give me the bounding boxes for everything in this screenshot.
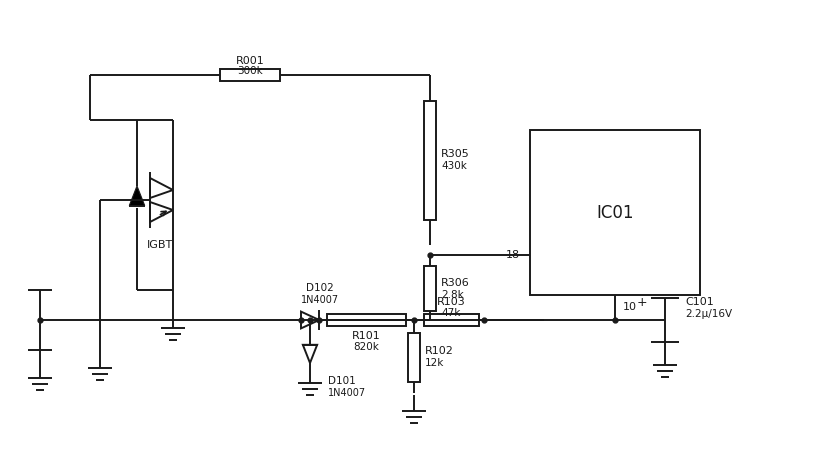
Text: 2.2μ/16V: 2.2μ/16V: [685, 309, 732, 319]
Text: D101: D101: [328, 376, 356, 386]
Text: 430k: 430k: [441, 161, 467, 171]
Text: 2.8k: 2.8k: [441, 290, 464, 300]
Text: 300k: 300k: [237, 66, 263, 76]
Bar: [408, 333, 420, 382]
Text: R306: R306: [441, 278, 470, 287]
Text: 18: 18: [506, 250, 520, 260]
Bar: [530, 130, 700, 295]
Polygon shape: [129, 186, 145, 206]
Text: 820k: 820k: [353, 342, 380, 352]
Text: D102: D102: [306, 283, 334, 293]
Text: 47k: 47k: [442, 308, 461, 318]
Bar: [220, 69, 280, 81]
Text: +: +: [636, 296, 647, 308]
Text: 10: 10: [623, 302, 637, 312]
Bar: [424, 314, 479, 326]
Text: R103: R103: [437, 297, 466, 307]
Text: 12k: 12k: [425, 358, 444, 369]
Text: R001: R001: [236, 56, 264, 66]
Bar: [424, 267, 436, 311]
Text: R305: R305: [441, 149, 470, 159]
Bar: [424, 101, 436, 219]
Bar: [327, 314, 406, 326]
Text: IGBT: IGBT: [147, 240, 173, 250]
Text: C101: C101: [685, 297, 714, 307]
Text: R101: R101: [353, 331, 381, 341]
Text: 1N4007: 1N4007: [301, 295, 339, 305]
Text: IC01: IC01: [596, 203, 634, 222]
Text: R102: R102: [425, 347, 454, 357]
Text: 1N4007: 1N4007: [328, 388, 366, 398]
